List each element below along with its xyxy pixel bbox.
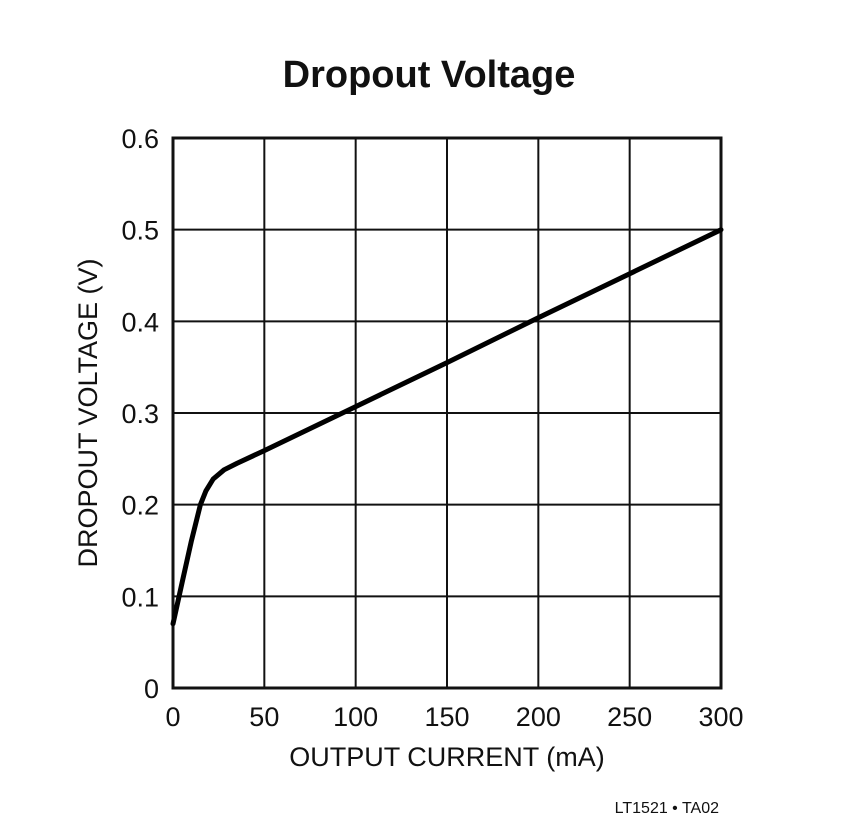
x-tick-label: 250 (607, 702, 652, 732)
x-tick-label: 50 (249, 702, 279, 732)
figure-code: LT1521 • TA02 (615, 800, 719, 817)
y-axis-label: DROPOUT VOLTAGE (V) (73, 258, 103, 567)
y-tick-label: 0.6 (121, 124, 159, 154)
y-tick-label: 0.2 (121, 491, 159, 521)
plot-frame (171, 136, 723, 690)
x-tick-label: 150 (424, 702, 469, 732)
y-tick-label: 0.1 (121, 582, 159, 612)
x-tick-label: 0 (165, 702, 180, 732)
y-tick-label: 0 (144, 674, 159, 704)
series-line-dropout-voltage (170, 227, 724, 627)
x-tick-label: 200 (516, 702, 561, 732)
y-tick-label: 0.4 (121, 307, 159, 337)
x-axis-label: OUTPUT CURRENT (mA) (289, 742, 605, 772)
x-axis-ticks: 0 50 100 150 200 250 300 (165, 702, 743, 732)
chart-title: Dropout Voltage (283, 54, 576, 96)
y-axis-ticks: 0 0.1 0.2 0.3 0.4 0.5 0.6 (121, 124, 159, 704)
y-tick-label: 0.3 (121, 399, 159, 429)
x-tick-label: 100 (333, 702, 378, 732)
y-tick-label: 0.5 (121, 216, 159, 246)
x-tick-label: 300 (698, 702, 743, 732)
grid (172, 137, 722, 689)
